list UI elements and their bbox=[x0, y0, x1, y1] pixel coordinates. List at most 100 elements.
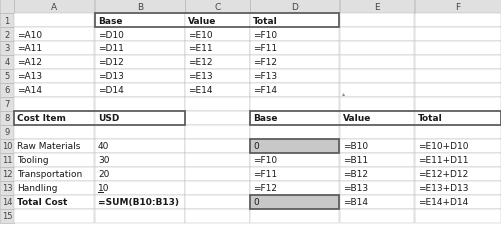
Text: 14: 14 bbox=[2, 198, 12, 207]
Bar bbox=[249, 153, 338, 167]
Bar bbox=[339, 126, 413, 139]
Bar bbox=[14, 28, 94, 42]
Bar bbox=[185, 98, 249, 111]
Text: Cost Item: Cost Item bbox=[17, 114, 66, 123]
Text: 4: 4 bbox=[5, 58, 10, 67]
Bar bbox=[414, 28, 500, 42]
Bar bbox=[95, 111, 185, 126]
Bar bbox=[95, 98, 185, 111]
Text: Base: Base bbox=[98, 16, 122, 25]
Bar bbox=[95, 126, 185, 139]
Text: Value: Value bbox=[342, 114, 371, 123]
Bar bbox=[249, 126, 338, 139]
Bar bbox=[249, 139, 338, 153]
Text: =F13: =F13 bbox=[253, 72, 277, 81]
Text: 10: 10 bbox=[98, 184, 109, 193]
Bar bbox=[414, 111, 500, 126]
Bar bbox=[185, 181, 249, 195]
Bar bbox=[249, 111, 338, 126]
Text: Value: Value bbox=[188, 16, 216, 25]
Text: =E11+D11: =E11+D11 bbox=[417, 156, 467, 165]
Text: 15: 15 bbox=[2, 212, 12, 220]
Bar bbox=[249, 167, 338, 181]
Text: =E13+D13: =E13+D13 bbox=[417, 184, 467, 193]
Bar bbox=[339, 84, 413, 98]
Bar bbox=[0, 111, 14, 126]
Bar bbox=[414, 42, 500, 56]
Bar bbox=[339, 70, 413, 84]
Text: =A12: =A12 bbox=[17, 58, 42, 67]
Text: =F12: =F12 bbox=[253, 58, 277, 67]
Bar bbox=[339, 42, 413, 56]
Bar bbox=[0, 126, 14, 139]
Bar bbox=[414, 209, 500, 223]
Text: =B14: =B14 bbox=[342, 198, 367, 207]
Bar bbox=[0, 167, 14, 181]
Bar bbox=[14, 42, 94, 56]
Bar bbox=[185, 209, 249, 223]
Text: 0: 0 bbox=[253, 142, 258, 151]
Bar bbox=[414, 181, 500, 195]
Text: =A13: =A13 bbox=[17, 72, 42, 81]
Bar bbox=[414, 139, 500, 153]
Text: 7: 7 bbox=[5, 100, 10, 109]
Bar bbox=[339, 195, 413, 209]
Bar bbox=[339, 111, 413, 126]
Text: 9: 9 bbox=[5, 128, 10, 137]
Bar bbox=[185, 139, 249, 153]
Bar bbox=[95, 14, 338, 28]
Bar bbox=[14, 56, 94, 70]
Bar bbox=[0, 0, 14, 14]
Text: =F14: =F14 bbox=[253, 86, 277, 95]
Bar bbox=[185, 84, 249, 98]
Text: =F10: =F10 bbox=[253, 30, 277, 39]
Bar bbox=[414, 70, 500, 84]
Bar bbox=[414, 167, 500, 181]
Text: Transportation: Transportation bbox=[17, 170, 82, 179]
Bar bbox=[414, 56, 500, 70]
Text: =F11: =F11 bbox=[253, 44, 277, 53]
Bar bbox=[0, 139, 14, 153]
Bar bbox=[185, 28, 249, 42]
Text: =E12+D12: =E12+D12 bbox=[417, 170, 467, 179]
Text: 20: 20 bbox=[98, 170, 109, 179]
Text: 2: 2 bbox=[5, 30, 10, 39]
Bar bbox=[249, 84, 338, 98]
Bar bbox=[95, 70, 185, 84]
Text: 12: 12 bbox=[2, 170, 12, 179]
Bar bbox=[0, 70, 14, 84]
Bar bbox=[0, 181, 14, 195]
Text: A: A bbox=[51, 2, 57, 11]
Bar bbox=[185, 56, 249, 70]
Text: 6: 6 bbox=[5, 86, 10, 95]
Bar bbox=[249, 14, 338, 28]
Text: =E12: =E12 bbox=[188, 58, 212, 67]
Text: F: F bbox=[454, 2, 459, 11]
Bar bbox=[14, 98, 94, 111]
Text: =B10: =B10 bbox=[342, 142, 367, 151]
Text: =F11: =F11 bbox=[253, 170, 277, 179]
Bar bbox=[414, 98, 500, 111]
Bar bbox=[249, 139, 338, 153]
Bar bbox=[339, 181, 413, 195]
Bar bbox=[14, 14, 94, 28]
Text: =A14: =A14 bbox=[17, 86, 42, 95]
Bar bbox=[249, 181, 338, 195]
Text: C: C bbox=[214, 2, 220, 11]
Text: 5: 5 bbox=[5, 72, 10, 81]
Bar bbox=[249, 56, 338, 70]
Text: 10: 10 bbox=[2, 142, 12, 151]
Text: 0: 0 bbox=[253, 198, 258, 207]
Text: 11: 11 bbox=[2, 156, 12, 165]
Text: =E13: =E13 bbox=[188, 72, 212, 81]
Text: B: B bbox=[137, 2, 143, 11]
Text: 30: 30 bbox=[98, 156, 109, 165]
Text: =B13: =B13 bbox=[342, 184, 367, 193]
Bar bbox=[95, 14, 185, 28]
Bar bbox=[339, 153, 413, 167]
Bar bbox=[0, 98, 14, 111]
Bar bbox=[95, 56, 185, 70]
Bar bbox=[14, 111, 185, 126]
Bar bbox=[95, 28, 185, 42]
Bar bbox=[14, 153, 94, 167]
